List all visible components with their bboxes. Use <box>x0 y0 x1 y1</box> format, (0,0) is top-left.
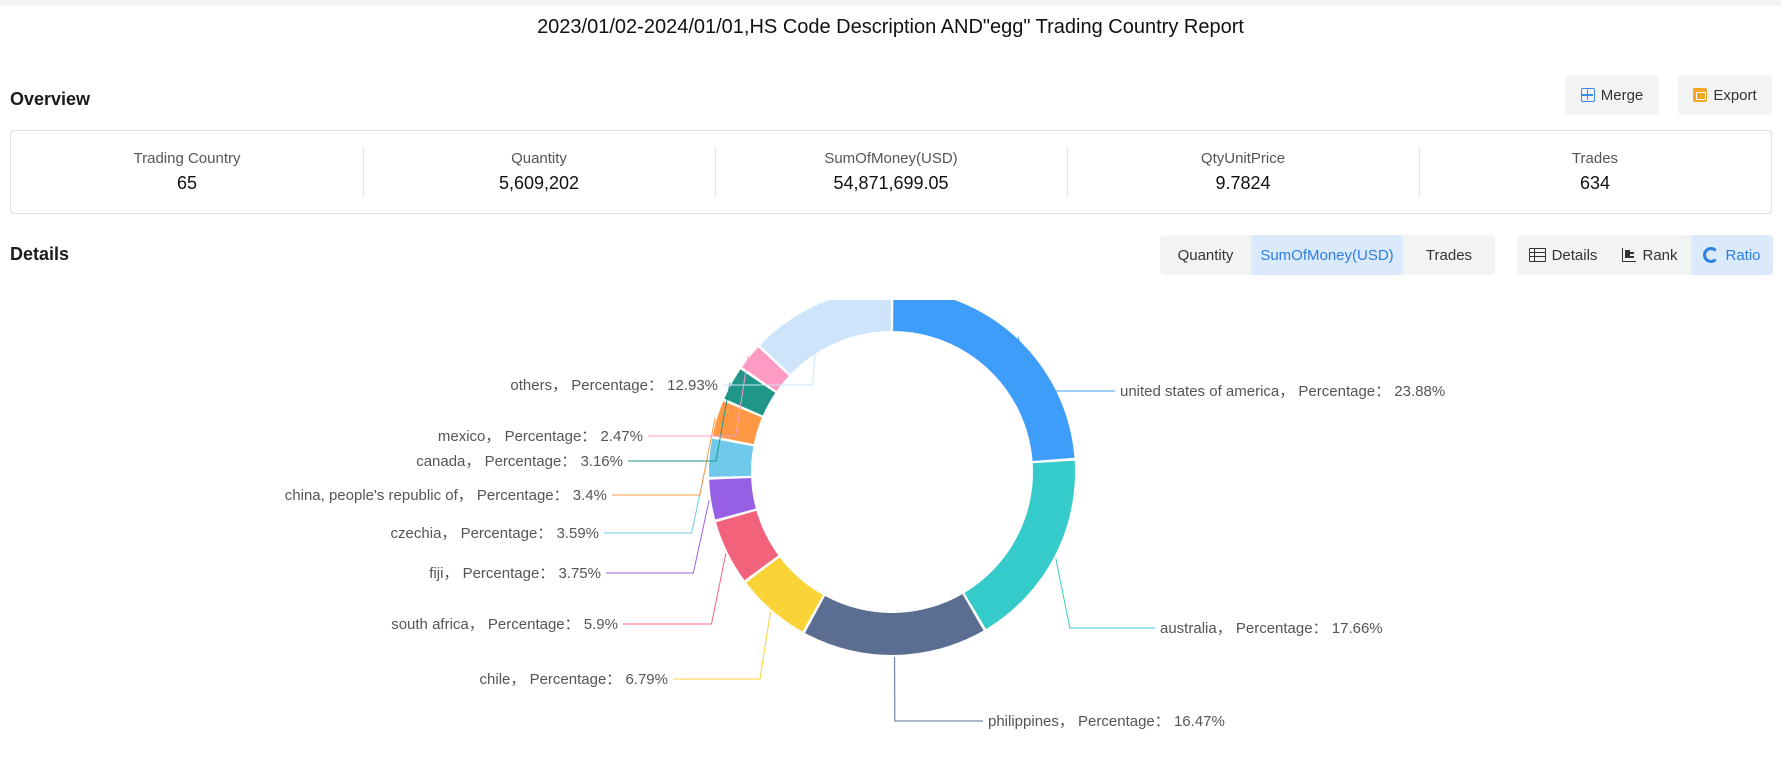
export-button[interactable]: Export <box>1678 75 1772 115</box>
merge-label: Merge <box>1600 86 1644 104</box>
slice-label-fiji: fiji， Percentage： 3.75% <box>429 565 601 582</box>
tab-quantity[interactable]: Quantity <box>1177 246 1234 264</box>
stat-trades: Trades 634 <box>1419 131 1771 213</box>
details-title: Details <box>10 244 70 264</box>
slice-czechia[interactable] <box>709 438 754 477</box>
leader-line-china-people-s-republic-of <box>612 417 716 496</box>
slice-label-czechia: czechia， Percentage： 3.59% <box>391 525 599 542</box>
slice-label-china-people-s-republic-of: china, people's republic of， Percentage：… <box>285 487 607 504</box>
stat-label: Trading Country <box>133 150 241 167</box>
slice-united-states-of-america[interactable] <box>893 300 1075 461</box>
stat-trading-country: Trading Country 65 <box>11 131 363 213</box>
tab-rank[interactable]: Rank <box>1609 235 1691 275</box>
slice-philippines[interactable] <box>805 594 984 655</box>
metric-tabs: Quantity SumOfMoney(USD) Trades <box>1160 235 1495 275</box>
stat-quantity: Quantity 5,609,202 <box>363 131 715 213</box>
leader-line-chile <box>673 611 771 680</box>
slice-australia[interactable] <box>964 460 1075 630</box>
leader-line-united-states-of-america <box>1017 336 1115 392</box>
overview-card: Trading Country 65 Quantity 5,609,202 Su… <box>10 130 1772 214</box>
leader-line-canada <box>628 382 731 462</box>
leader-line-fiji <box>606 499 710 574</box>
slice-label-philippines: philippines， Percentage： 16.47% <box>988 713 1225 730</box>
stat-value: 9.7824 <box>1215 173 1271 193</box>
slice-others[interactable] <box>760 300 891 375</box>
leader-line-mexico <box>648 355 749 437</box>
export-label: Export <box>1713 86 1757 104</box>
slice-label-mexico: mexico， Percentage： 2.47% <box>438 428 643 445</box>
overview-title: Overview <box>10 89 91 109</box>
stat-label: SumOfMoney(USD) <box>824 150 958 167</box>
merge-button[interactable]: Merge <box>1565 75 1659 115</box>
slice-south-africa[interactable] <box>716 510 779 581</box>
slice-label-south-africa: south africa， Percentage： 5.9% <box>391 616 618 633</box>
slice-label-australia: australia， Percentage： 17.66% <box>1160 620 1383 637</box>
stat-label: Trades <box>1571 150 1619 167</box>
tab-trades[interactable]: Trades <box>1425 246 1473 264</box>
stat-value: 65 <box>176 173 198 193</box>
stat-qty-unit-price: QtyUnitPrice 9.7824 <box>1067 131 1419 213</box>
slice-label-chile: chile， Percentage： 6.79% <box>480 671 668 688</box>
stat-value: 54,871,699.05 <box>833 173 949 193</box>
tab-details[interactable]: Details <box>1517 235 1609 275</box>
tab-ratio[interactable]: Ratio <box>1691 235 1773 275</box>
merge-icon <box>1580 88 1595 102</box>
ratio-donut-chart: united states of america， Percentage： 23… <box>285 300 1445 730</box>
report-title: 2023/01/02-2024/01/01,HS Code Descriptio… <box>537 16 1244 38</box>
stat-value: 5,609,202 <box>498 173 580 193</box>
leader-line-others <box>723 302 820 386</box>
export-icon <box>1693 88 1708 102</box>
leader-line-south-africa <box>623 553 727 625</box>
leader-line-philippines <box>894 656 983 722</box>
stat-label: Quantity <box>511 150 567 167</box>
stat-value: 634 <box>1579 173 1611 193</box>
slice-chile[interactable] <box>746 557 824 632</box>
stat-sum-of-money: SumOfMoney(USD) 54,871,699.05 <box>715 131 1067 213</box>
stat-label: QtyUnitPrice <box>1200 150 1286 167</box>
slice-canada[interactable] <box>724 369 776 416</box>
tab-rank-label: Rank <box>1642 246 1678 264</box>
tab-sum-of-money[interactable]: SumOfMoney(USD) <box>1251 235 1403 275</box>
rank-icon <box>1622 248 1637 262</box>
tab-details-label: Details <box>1551 246 1598 264</box>
slice-mexico[interactable] <box>742 347 789 392</box>
ratio-icon <box>1703 247 1720 263</box>
top-bar <box>0 0 1781 6</box>
slice-label-united-states-of-america: united states of america， Percentage： 23… <box>1120 383 1445 400</box>
slice-label-canada: canada， Percentage： 3.16% <box>416 453 623 470</box>
tab-ratio-label: Ratio <box>1725 246 1761 264</box>
view-tabs: Details Rank Ratio <box>1517 235 1773 275</box>
table-icon <box>1528 248 1546 262</box>
slice-label-others: others， Percentage： 12.93% <box>510 377 718 394</box>
slice-fiji[interactable] <box>709 477 756 520</box>
leader-line-australia <box>1055 558 1155 629</box>
